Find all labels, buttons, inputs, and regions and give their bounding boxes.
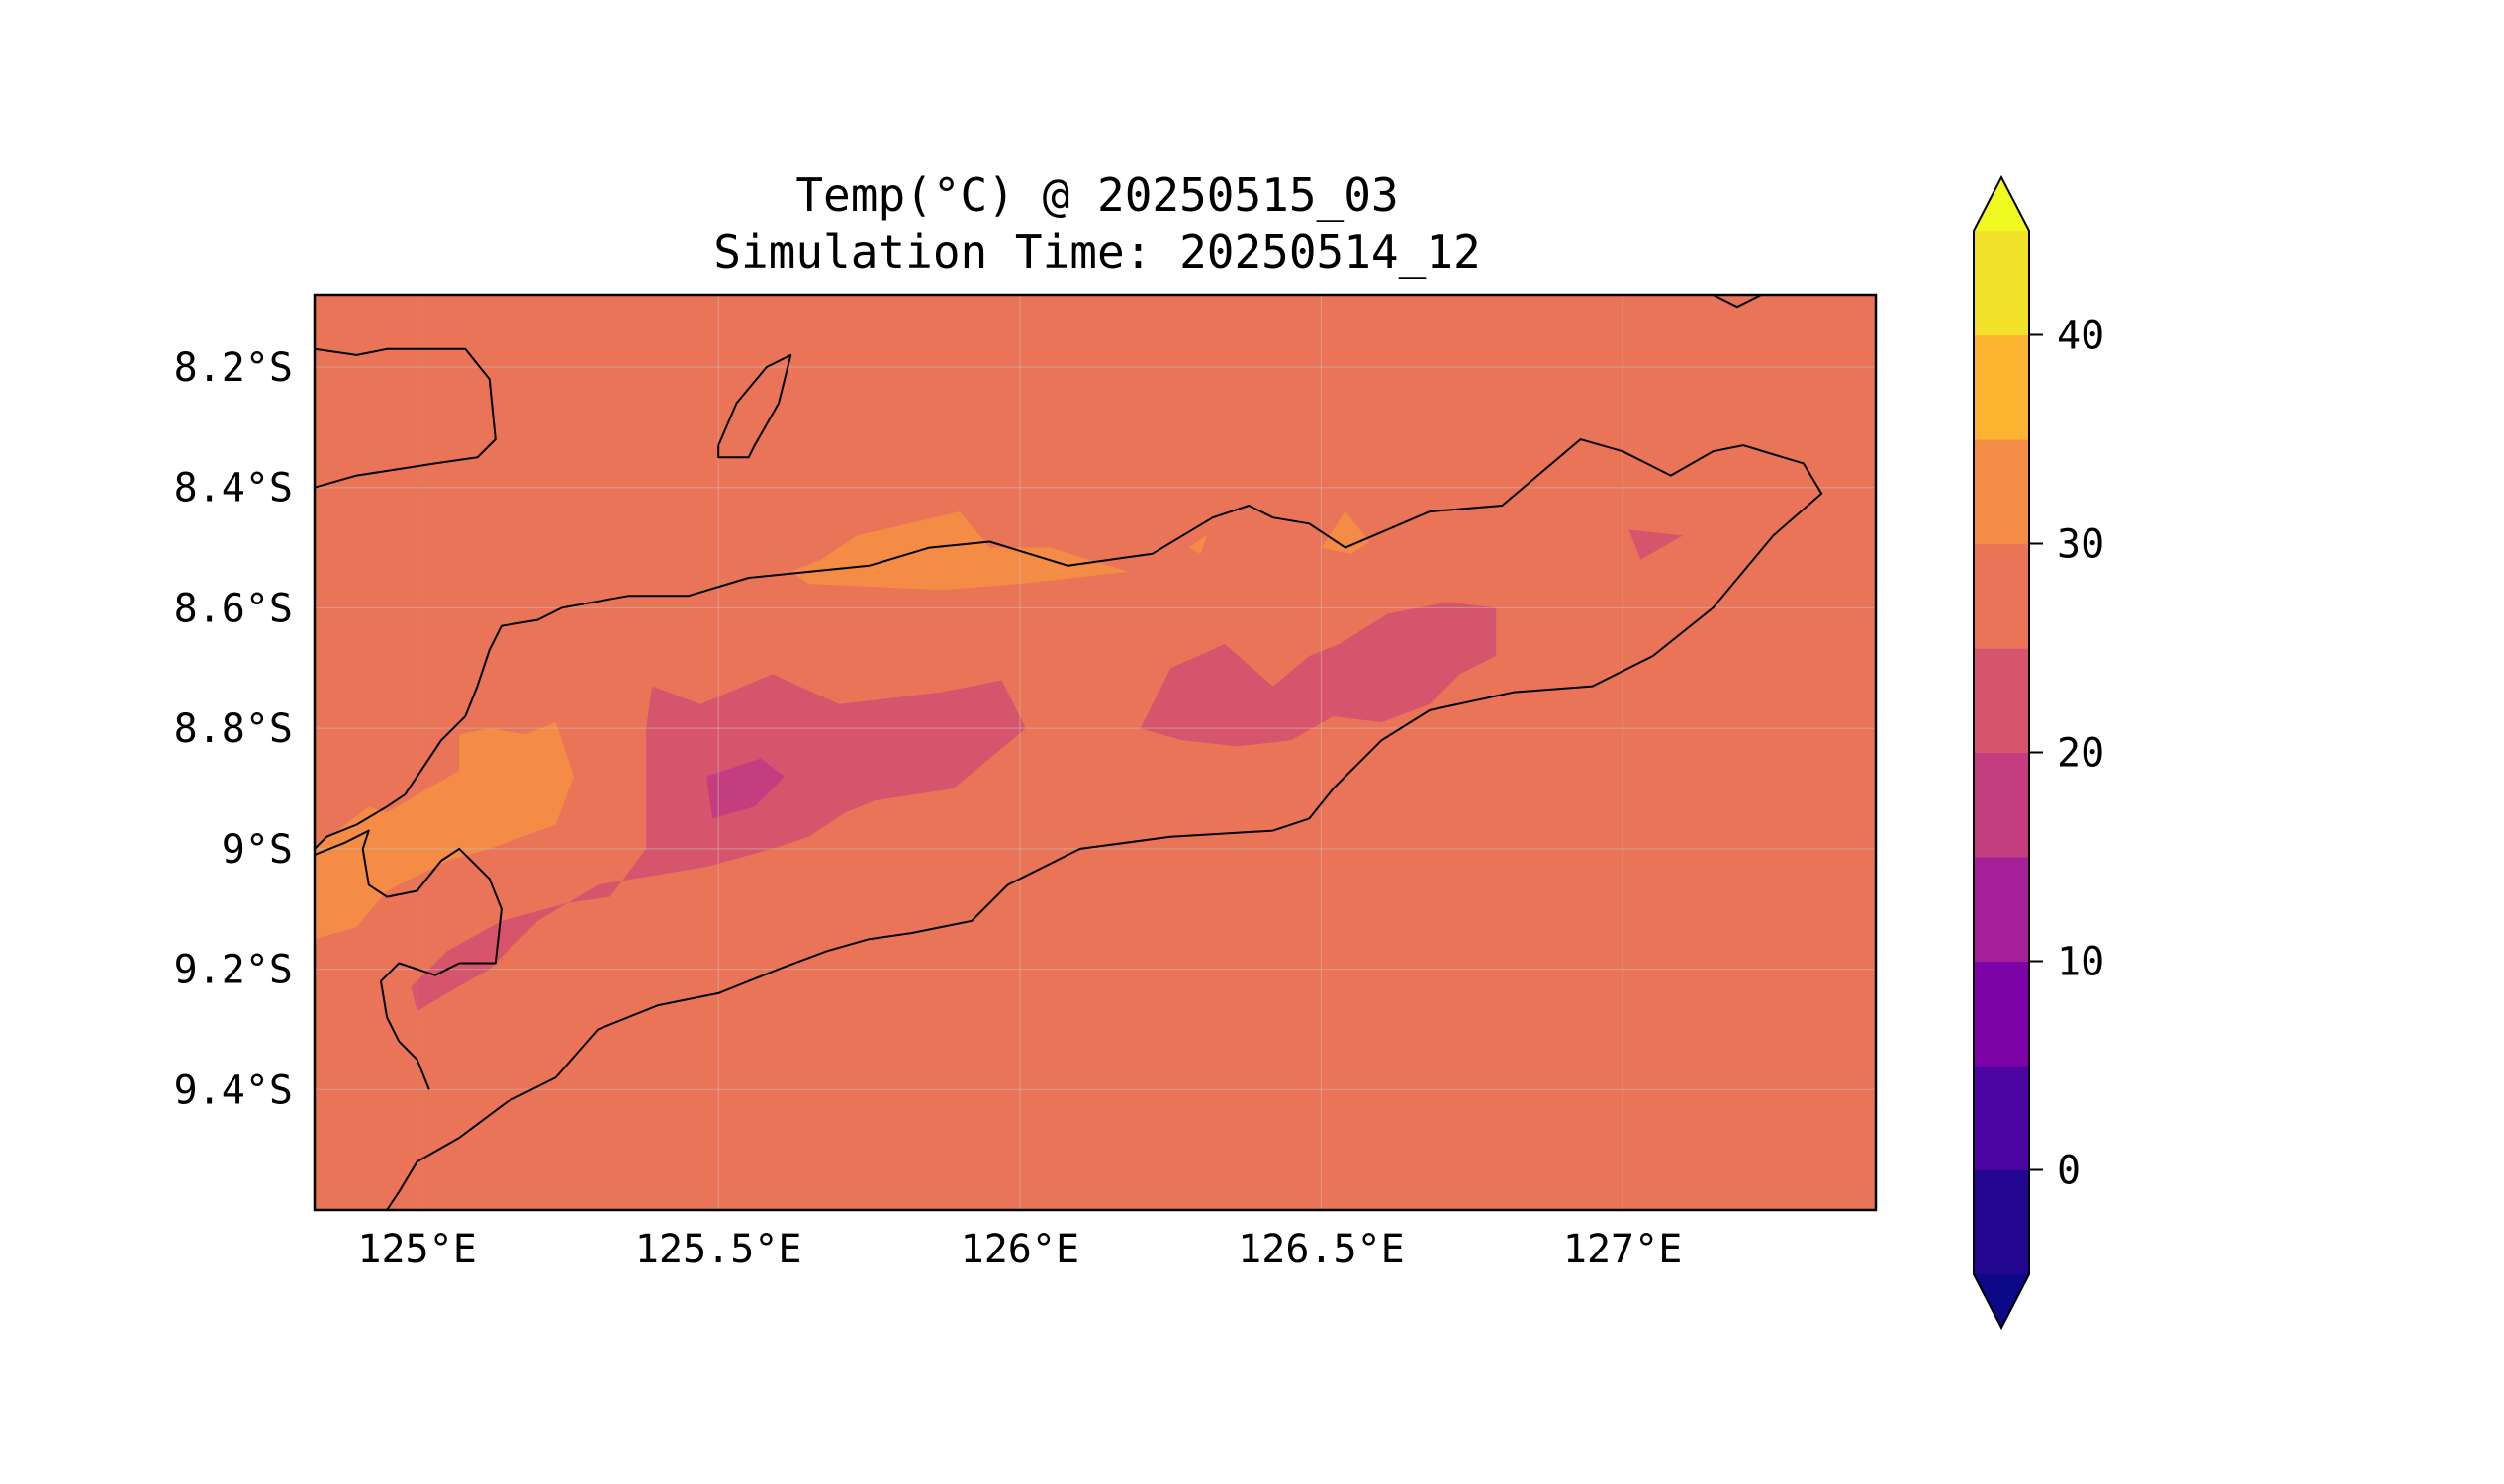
colorbar-outline bbox=[1973, 174, 2030, 1331]
y-tick-label: 9°S bbox=[222, 827, 293, 873]
colorbar: 0 10 20 30 40 bbox=[1973, 174, 2104, 1331]
colorbar-tick-label: 20 bbox=[2057, 731, 2104, 777]
gridlines bbox=[315, 295, 1876, 1210]
colorbar-bin-4 bbox=[1974, 752, 2029, 858]
x-tick-label: 126.5°E bbox=[1238, 1227, 1405, 1272]
contour-region-30-35-0 bbox=[315, 722, 574, 940]
colorbar-bin-7 bbox=[1974, 439, 2029, 545]
x-tick-label: 125°E bbox=[357, 1227, 476, 1272]
colorbar-bin-9 bbox=[1974, 231, 2029, 336]
coastline-1 bbox=[717, 353, 792, 459]
coastline-4 bbox=[386, 438, 1823, 1210]
plot-area bbox=[313, 293, 1878, 1212]
colorbar-tick-label: 40 bbox=[2057, 314, 2104, 359]
colorbar-bin-5 bbox=[1974, 648, 2029, 754]
colorbar-bin-2 bbox=[1974, 961, 2029, 1067]
contour-region-20-25-6 bbox=[1628, 529, 1683, 560]
coastline-2 bbox=[1713, 295, 1762, 309]
chart-subtitle: Simulation Time: 20250514_12 bbox=[713, 226, 1481, 279]
contour-region-30-35-3 bbox=[1188, 535, 1207, 554]
coastlines bbox=[315, 295, 1823, 1210]
y-axis-ticks: 8.2°S 8.4°S 8.6°S 8.8°S 9°S 9.2°S 9.4°S bbox=[174, 345, 293, 1113]
coastline-0 bbox=[315, 347, 497, 489]
colorbar-bin-8 bbox=[1974, 334, 2029, 440]
y-tick-label: 8.6°S bbox=[174, 586, 293, 631]
x-tick-label: 127°E bbox=[1563, 1227, 1682, 1272]
colorbar-tick-label: 0 bbox=[2057, 1149, 2081, 1194]
chart-title-line1: Temp(°C) @ 20250515_03 bbox=[795, 168, 1399, 222]
coastline-5 bbox=[315, 715, 467, 850]
contour-region-20-25-5 bbox=[1140, 602, 1497, 747]
colorbar-bin-3 bbox=[1974, 857, 2029, 963]
x-axis-ticks: 125°E 125.5°E 126°E 126.5°E 127°E bbox=[357, 1227, 1682, 1272]
y-tick-label: 8.8°S bbox=[174, 706, 293, 752]
x-tick-label: 125.5°E bbox=[635, 1227, 802, 1272]
chart-title: Temp(°C) @ 20250515_03 Simulation Time: … bbox=[313, 166, 1882, 281]
colorbar-tick-label: 10 bbox=[2057, 940, 2104, 985]
contour-region-15-20-7 bbox=[706, 758, 786, 819]
colorbar-extend-high bbox=[1974, 177, 2029, 231]
y-tick-label: 9.2°S bbox=[174, 948, 293, 993]
colorbar-bin-6 bbox=[1974, 543, 2029, 649]
map-background-field bbox=[315, 295, 1876, 1210]
colorbar-extend-low bbox=[1974, 1274, 2029, 1328]
y-tick-label: 8.4°S bbox=[174, 466, 293, 511]
coastline-3 bbox=[315, 829, 503, 1090]
colorbar-bin-0 bbox=[1974, 1169, 2029, 1275]
colorbar-bin-1 bbox=[1974, 1066, 2029, 1171]
plot-frame bbox=[313, 293, 1878, 1212]
x-tick-label: 126°E bbox=[961, 1227, 1079, 1272]
contour-region-30-35-1 bbox=[790, 511, 1129, 591]
y-tick-label: 9.4°S bbox=[174, 1067, 293, 1113]
y-tick-label: 8.2°S bbox=[174, 345, 293, 391]
colorbar-tick-label: 30 bbox=[2057, 522, 2104, 568]
